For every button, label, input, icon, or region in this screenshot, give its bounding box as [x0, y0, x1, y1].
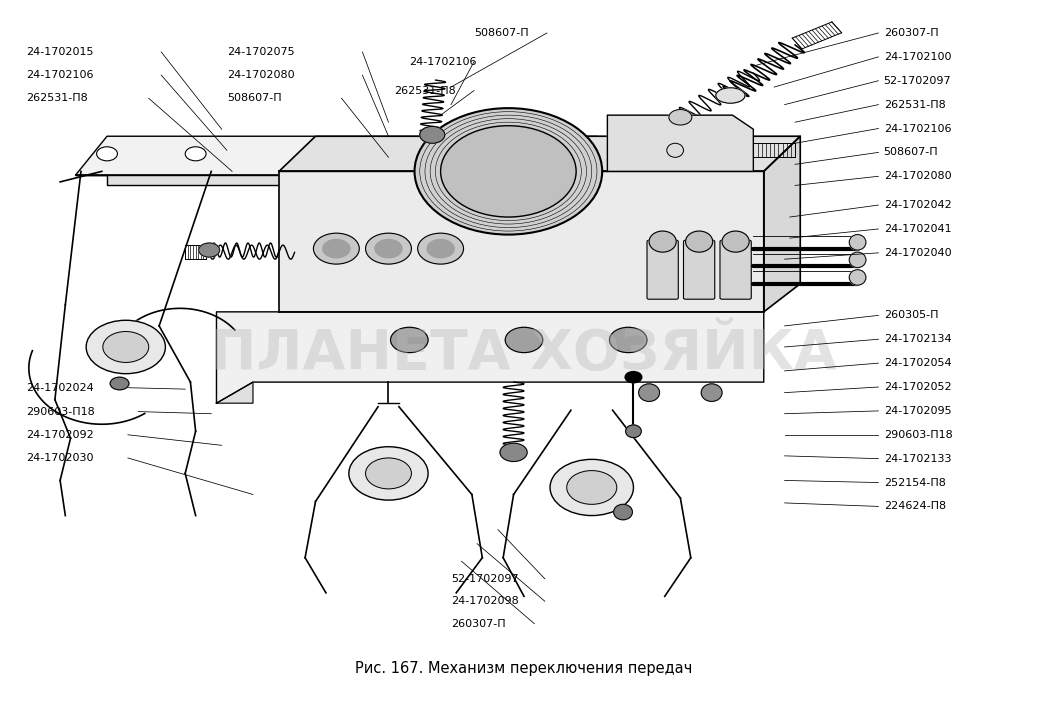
- Ellipse shape: [849, 234, 866, 250]
- Polygon shape: [279, 136, 801, 171]
- Text: 52-1702097: 52-1702097: [883, 76, 952, 86]
- Circle shape: [86, 320, 166, 374]
- Circle shape: [366, 458, 412, 489]
- Text: 290603-П18: 290603-П18: [883, 430, 953, 440]
- Text: 24-1702106: 24-1702106: [410, 57, 477, 67]
- FancyBboxPatch shape: [647, 240, 678, 299]
- Circle shape: [550, 459, 633, 515]
- Text: 52-1702097: 52-1702097: [451, 573, 519, 584]
- Text: 262531-П8: 262531-П8: [883, 100, 945, 110]
- Ellipse shape: [685, 231, 713, 252]
- Text: 24-1702041: 24-1702041: [883, 224, 952, 234]
- Ellipse shape: [96, 147, 117, 161]
- Ellipse shape: [185, 147, 206, 161]
- Text: 262531-П8: 262531-П8: [394, 86, 456, 96]
- Circle shape: [500, 443, 527, 462]
- FancyBboxPatch shape: [683, 240, 715, 299]
- Circle shape: [440, 126, 576, 217]
- Circle shape: [349, 447, 428, 500]
- Text: 24-1702052: 24-1702052: [883, 382, 952, 392]
- Circle shape: [323, 239, 350, 258]
- Ellipse shape: [722, 231, 749, 252]
- Text: 24-1702134: 24-1702134: [883, 334, 952, 344]
- Ellipse shape: [849, 252, 866, 268]
- Circle shape: [420, 127, 444, 143]
- Circle shape: [375, 239, 402, 258]
- Ellipse shape: [626, 425, 641, 438]
- Circle shape: [415, 108, 603, 234]
- Text: 260305-П: 260305-П: [883, 310, 938, 320]
- Ellipse shape: [649, 231, 676, 252]
- Text: 24-1702030: 24-1702030: [26, 453, 93, 463]
- Ellipse shape: [110, 377, 129, 390]
- Text: 24-1702080: 24-1702080: [227, 70, 294, 80]
- Text: 260307-П: 260307-П: [883, 28, 938, 38]
- Polygon shape: [279, 171, 764, 312]
- Text: 24-1702100: 24-1702100: [883, 52, 952, 62]
- Polygon shape: [217, 312, 764, 403]
- Circle shape: [427, 239, 454, 258]
- Text: 24-1702080: 24-1702080: [883, 171, 952, 181]
- Circle shape: [610, 327, 647, 353]
- Polygon shape: [75, 136, 597, 175]
- Polygon shape: [764, 136, 801, 312]
- Text: 260307-П: 260307-П: [451, 619, 505, 629]
- Text: 24-1702095: 24-1702095: [883, 406, 952, 416]
- Circle shape: [199, 243, 220, 257]
- Text: 24-1702106: 24-1702106: [26, 70, 93, 80]
- Polygon shape: [75, 175, 571, 185]
- Text: 24-1702092: 24-1702092: [26, 430, 93, 440]
- Ellipse shape: [667, 143, 683, 157]
- Text: 508607-П: 508607-П: [474, 28, 528, 38]
- Text: 24-1702040: 24-1702040: [883, 248, 952, 258]
- Circle shape: [505, 327, 543, 353]
- Text: 252154-П8: 252154-П8: [883, 478, 945, 488]
- Text: 262531-П8: 262531-П8: [26, 93, 87, 103]
- Text: 290603-П18: 290603-П18: [26, 406, 94, 416]
- Text: 24-1702024: 24-1702024: [26, 383, 93, 393]
- Text: 508607-П: 508607-П: [227, 93, 282, 103]
- Polygon shape: [217, 382, 253, 403]
- Text: Рис. 167. Механизм переключения передач: Рис. 167. Механизм переключения передач: [355, 661, 693, 676]
- Text: 24-1702106: 24-1702106: [883, 123, 952, 134]
- Text: 24-1702054: 24-1702054: [883, 358, 952, 368]
- Text: 24-1702042: 24-1702042: [883, 200, 952, 210]
- Circle shape: [418, 233, 463, 264]
- Polygon shape: [608, 115, 754, 171]
- Ellipse shape: [638, 384, 659, 401]
- Text: 508607-П: 508607-П: [883, 147, 938, 157]
- Text: 24-1702015: 24-1702015: [26, 47, 93, 57]
- Ellipse shape: [716, 88, 745, 103]
- Ellipse shape: [614, 504, 632, 520]
- Circle shape: [103, 331, 149, 362]
- Circle shape: [567, 471, 617, 504]
- Ellipse shape: [701, 384, 722, 401]
- Circle shape: [366, 233, 412, 264]
- FancyBboxPatch shape: [720, 240, 751, 299]
- Text: 24-1702075: 24-1702075: [227, 47, 294, 57]
- Text: ПЛАНЕТА ХОЗЯЙКА: ПЛАНЕТА ХОЗЯЙКА: [211, 327, 837, 381]
- Circle shape: [625, 372, 641, 383]
- Circle shape: [391, 327, 428, 353]
- Circle shape: [313, 233, 359, 264]
- Ellipse shape: [669, 110, 692, 125]
- Text: 24-1702133: 24-1702133: [883, 454, 952, 464]
- Ellipse shape: [849, 270, 866, 285]
- Text: 24-1702098: 24-1702098: [451, 596, 519, 606]
- Text: 224624-П8: 224624-П8: [883, 501, 945, 511]
